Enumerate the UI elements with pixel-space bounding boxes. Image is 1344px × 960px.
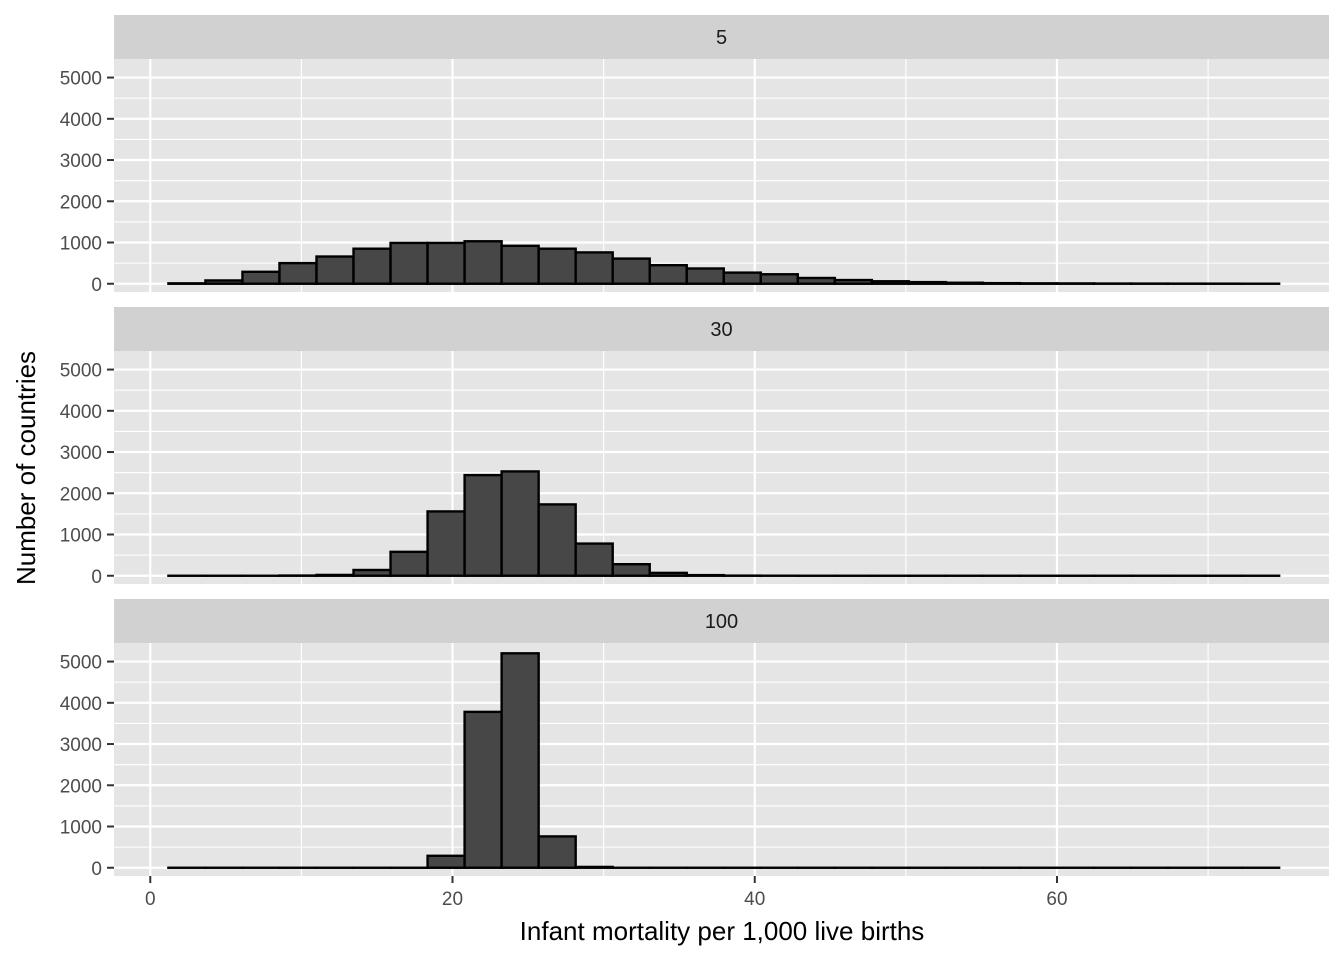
histogram-bar [537,247,577,285]
y-axis-title: Number of countries [11,351,41,585]
facet-panel-30: 30 0 1000 2000 3000 4000 5000 [60,307,1329,588]
histogram-bar [870,280,911,285]
histogram-bar [315,255,355,285]
histogram-bar [426,241,466,285]
y-tick-label: 5000 [60,69,102,90]
histogram-bar [204,279,244,285]
histogram-bar [241,270,281,285]
histogram-bar [722,271,762,285]
y-tick-label: 2000 [60,484,102,505]
panel-background [114,59,1329,292]
histogram-bar [944,281,985,285]
histogram-bar [611,257,651,285]
facet-strip [114,599,1329,643]
y-tick-label: 0 [91,859,102,880]
y-tick-label: 2000 [60,192,102,213]
y-tick-label: 5000 [60,361,102,382]
x-axis-title: Infant mortality per 1,000 live births [520,916,925,946]
panel-background [114,643,1329,876]
histogram-bar [463,710,503,869]
facet-strip-label: 5 [716,27,727,49]
histogram-bar [685,573,725,577]
x-tick-label: 60 [1046,889,1067,910]
histogram-bar [315,573,355,577]
histogram-bar [389,241,429,285]
y-tick-label: 4000 [60,402,102,423]
facet-panel-5: 5 0 1000 2000 3000 4000 5000 [60,15,1329,296]
histogram-bar [648,263,688,285]
histogram-bar [759,273,800,285]
histogram-bar [574,865,614,869]
histogram-bar [907,280,948,285]
histogram-bar [352,568,392,577]
histogram-bar [278,261,318,285]
facet-strip-label: 100 [705,611,738,633]
histogram-bar [500,470,540,577]
y-tick-label: 5000 [60,653,102,674]
histogram-bar [685,267,725,285]
y-tick-label: 3000 [60,443,102,464]
histogram-bar [500,652,540,869]
histogram-bar [537,503,577,577]
y-tick-label: 3000 [60,151,102,172]
histogram-bar [611,563,651,577]
histogram-bar [463,240,503,285]
histogram-bar [537,835,577,869]
facet-strip-label: 30 [710,319,732,341]
histogram-bar [833,278,874,285]
histogram-bar [648,571,688,577]
histogram-bar [426,854,466,869]
y-tick-label: 1000 [60,818,102,839]
histogram-bar [500,244,540,285]
histogram-bar [463,473,503,577]
histogram-bar [796,276,837,285]
histogram-bar [981,281,1022,285]
histogram-bar [574,251,614,285]
y-tick-label: 4000 [60,110,102,131]
y-tick-label: 3000 [60,735,102,756]
x-tick-label: 40 [744,889,765,910]
facet-panels: 5010002000300040005000300100020003000400… [60,15,1329,880]
facet-strip [114,307,1329,351]
y-tick-label: 0 [91,567,102,588]
x-axis: 0 20 40 60 [145,876,1068,910]
y-tick-label: 2000 [60,776,102,797]
y-tick-label: 1000 [60,234,102,255]
x-tick-label: 0 [145,889,156,910]
histogram-bar [389,550,429,577]
facet-strip [114,15,1329,59]
panel-background [114,351,1329,584]
histogram-bar [574,542,614,577]
histogram-bar [352,247,392,285]
y-tick-label: 1000 [60,526,102,547]
x-tick-label: 20 [442,889,463,910]
histogram-bar [426,510,466,577]
y-tick-label: 4000 [60,694,102,715]
y-tick-label: 0 [91,275,102,296]
